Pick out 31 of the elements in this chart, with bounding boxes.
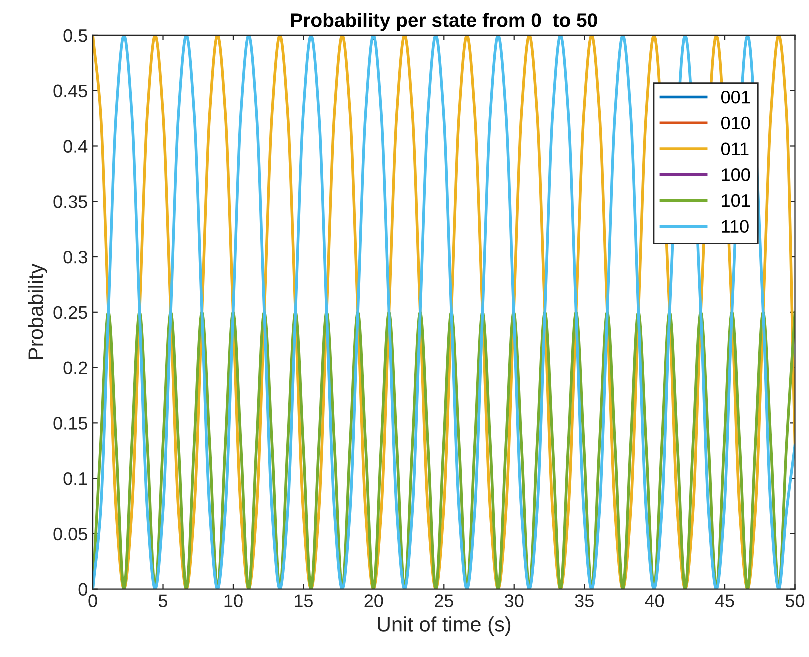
y-tick-label: 0 bbox=[78, 583, 88, 596]
y-tick-label: 0.35 bbox=[54, 196, 88, 208]
y-tick-label: 0.05 bbox=[54, 528, 88, 541]
x-tick-label: 5 bbox=[158, 594, 168, 608]
y-tick-label: 0.2 bbox=[64, 362, 88, 375]
x-tick-label: 25 bbox=[435, 594, 454, 608]
x-tick-label: 15 bbox=[295, 594, 313, 608]
legend-label: 110 bbox=[722, 220, 749, 234]
y-tick-label: 0.3 bbox=[64, 250, 88, 264]
y-axis-title: Probability bbox=[28, 264, 48, 360]
y-tick-label: 0.25 bbox=[54, 306, 88, 320]
y-tick-label: 0.1 bbox=[64, 472, 88, 486]
x-tick-label: 20 bbox=[364, 594, 384, 608]
chart-title: Probability per state from 0 to 50 bbox=[291, 13, 598, 32]
x-tick-label: 35 bbox=[575, 594, 594, 608]
x-tick-label: 30 bbox=[505, 594, 524, 608]
x-tick-label: 50 bbox=[786, 594, 805, 608]
x-tick-label: 45 bbox=[715, 594, 734, 608]
y-tick-label: 0.4 bbox=[64, 140, 88, 153]
x-tick-label: 40 bbox=[645, 594, 664, 608]
y-tick-label: 0.45 bbox=[54, 84, 88, 98]
x-axis-title: Unit of time (s) bbox=[378, 616, 511, 636]
y-tick-label: 0.5 bbox=[64, 29, 88, 42]
legend-label: 010 bbox=[721, 116, 750, 130]
x-tick-label: 10 bbox=[224, 594, 243, 608]
y-tick-label: 0.15 bbox=[54, 417, 88, 430]
legend-label: 001 bbox=[721, 90, 750, 104]
legend-label: 101 bbox=[722, 194, 750, 208]
legend-label: 011 bbox=[721, 142, 749, 156]
x-tick-label: 0 bbox=[88, 594, 98, 608]
legend-label: 100 bbox=[722, 168, 750, 182]
